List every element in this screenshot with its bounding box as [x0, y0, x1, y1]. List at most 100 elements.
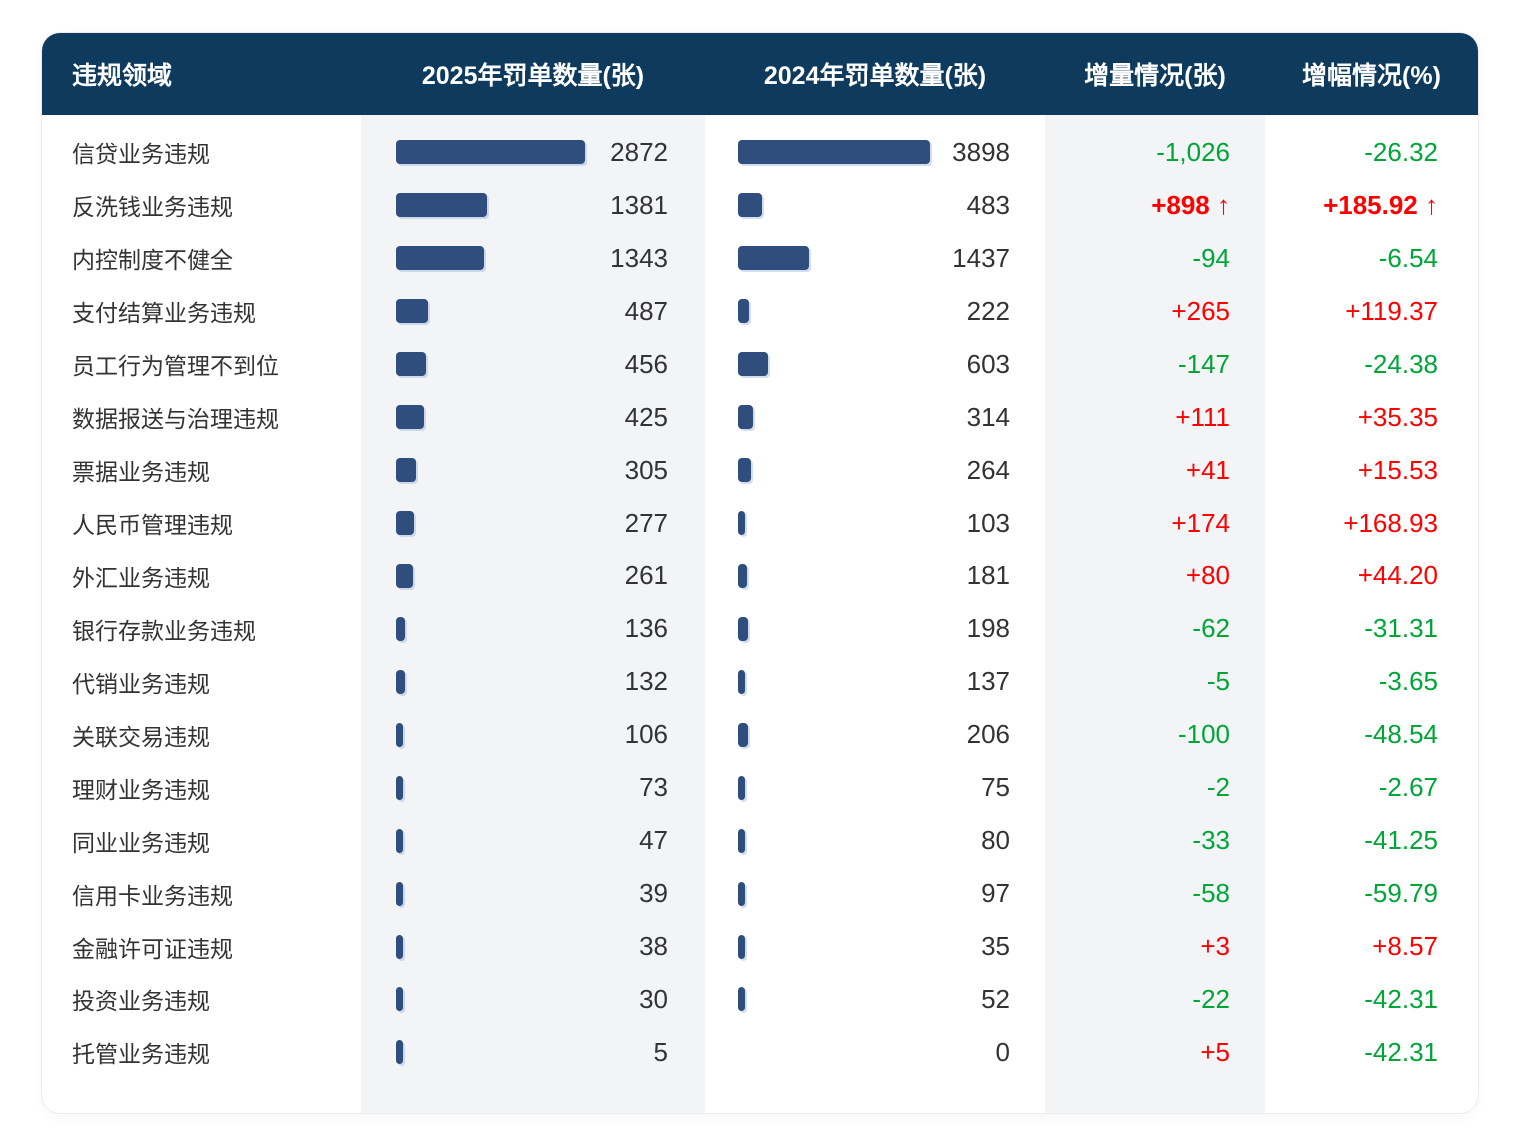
value-2024: 1437: [952, 242, 1010, 273]
pct-change-value: +168.93: [1343, 507, 1438, 538]
value-2025: 456: [624, 348, 668, 379]
value-2024: 314: [966, 401, 1010, 432]
table-row: 托管业务违规 5 0 +5 -42.31: [42, 1026, 1478, 1079]
table-body: 信贷业务违规 2872 3898 -1,026 -26.32 反洗钱业务违规 1…: [42, 115, 1478, 1113]
violation-area-label: 外汇业务违规: [72, 564, 210, 591]
value-2024: 264: [966, 454, 1010, 485]
cell-2024: 80: [705, 825, 1045, 856]
cell-2024: 181: [705, 560, 1045, 591]
violation-area-label: 数据报送与治理违规: [72, 406, 279, 433]
cell-2024: 1437: [705, 243, 1045, 274]
pct-change-value: -59.79: [1364, 878, 1438, 909]
header-pct-change: 增幅情况(%): [1302, 62, 1441, 90]
bar-2024: [738, 352, 768, 377]
header-2024-count: 2024年罚单数量(张): [763, 62, 987, 90]
bar-2025: [396, 352, 426, 377]
violation-area-label: 投资业务违规: [72, 988, 210, 1015]
bar-2024: [738, 299, 749, 324]
value-2024: 137: [966, 666, 1010, 697]
bar-2025: [396, 563, 414, 588]
value-2025: 5: [653, 1036, 668, 1067]
cell-2024: 3898: [705, 137, 1045, 168]
cell-2024: 97: [705, 878, 1045, 909]
table-row: 代销业务违规 132 137 -5 -3.65: [42, 655, 1478, 708]
cell-2025: 73: [361, 772, 705, 803]
table-row: 金融许可证违规 38 35 +3 +8.57: [42, 920, 1478, 973]
value-2025: 73: [639, 772, 668, 803]
cell-2025: 39: [361, 878, 705, 909]
bar-2025: [396, 193, 487, 218]
value-2025: 261: [624, 560, 668, 591]
delta-value: -58: [1192, 878, 1230, 909]
delta-value: -5: [1206, 666, 1230, 697]
violation-area-label: 托管业务违规: [72, 1041, 210, 1068]
pct-change-value: +8.57: [1372, 931, 1438, 962]
pct-change-value: +185.92 ↑: [1323, 189, 1438, 220]
value-2025: 136: [624, 613, 668, 644]
delta-value: +174: [1171, 507, 1230, 538]
table-row: 人民币管理违规 277 103 +174 +168.93: [42, 497, 1478, 550]
bar-2024: [738, 828, 745, 853]
table-row: 银行存款业务违规 136 198 -62 -31.31: [42, 602, 1478, 655]
header-delta: 增量情况(张): [1084, 62, 1226, 90]
header-violation-area: 违规领域: [72, 62, 173, 90]
pct-change-value: -41.25: [1364, 825, 1438, 856]
value-2025: 30: [639, 983, 668, 1014]
bar-2025: [396, 246, 485, 271]
bar-2024: [738, 722, 749, 747]
pct-change-value: +35.35: [1357, 401, 1438, 432]
table-row: 外汇业务违规 261 181 +80 +44.20: [42, 550, 1478, 603]
cell-2025: 456: [361, 349, 705, 380]
value-2025: 2872: [610, 136, 668, 167]
bar-2024: [738, 193, 762, 218]
bar-2025: [396, 616, 405, 641]
cell-2024: 483: [705, 190, 1045, 221]
pct-change-value: -26.32: [1364, 136, 1438, 167]
value-2025: 305: [624, 454, 668, 485]
bar-2024: [738, 934, 745, 959]
value-2025: 1381: [610, 189, 668, 220]
cell-2025: 487: [361, 296, 705, 327]
bar-2025: [396, 722, 403, 747]
value-2025: 487: [624, 295, 668, 326]
cell-2024: 603: [705, 349, 1045, 380]
table-row: 数据报送与治理违规 425 314 +111 +35.35: [42, 391, 1478, 444]
bar-2024: [738, 140, 930, 165]
delta-value: +3: [1200, 931, 1230, 962]
header-2025-count: 2025年罚单数量(张): [421, 62, 645, 90]
bar-2024: [738, 987, 745, 1012]
cell-2024: 137: [705, 666, 1045, 697]
cell-2024: 222: [705, 296, 1045, 327]
cell-2024: 0: [705, 1037, 1045, 1068]
pct-change-value: -6.54: [1378, 242, 1438, 273]
cell-2025: 47: [361, 825, 705, 856]
value-2024: 3898: [952, 136, 1010, 167]
violation-area-label: 支付结算业务违规: [72, 300, 256, 327]
violation-area-label: 信贷业务违规: [72, 141, 210, 168]
pct-change-value: -3.65: [1378, 666, 1438, 697]
column-band-delta: [1045, 115, 1265, 1113]
cell-2025: 277: [361, 508, 705, 539]
table-row: 反洗钱业务违规 1381 483 +898 ↑ +185.92 ↑: [42, 179, 1478, 232]
table-row: 支付结算业务违规 487 222 +265 +119.37: [42, 285, 1478, 338]
value-2024: 75: [981, 772, 1010, 803]
value-2024: 103: [966, 507, 1010, 538]
cell-2025: 38: [361, 931, 705, 962]
violation-area-label: 同业业务违规: [72, 829, 210, 856]
delta-value: +111: [1175, 401, 1230, 432]
value-2024: 35: [981, 931, 1010, 962]
table-rows: 信贷业务违规 2872 3898 -1,026 -26.32 反洗钱业务违规 1…: [42, 115, 1478, 1079]
violation-area-label: 理财业务违规: [72, 776, 210, 803]
value-2025: 425: [624, 401, 668, 432]
bar-2025: [396, 511, 415, 536]
value-2024: 0: [995, 1036, 1010, 1067]
value-2024: 603: [966, 348, 1010, 379]
cell-2025: 305: [361, 455, 705, 486]
table-row: 内控制度不健全 1343 1437 -94 -6.54: [42, 232, 1478, 285]
cell-2025: 30: [361, 984, 705, 1015]
delta-value: -62: [1192, 613, 1230, 644]
delta-value: -1,026: [1156, 136, 1230, 167]
table-row: 关联交易违规 106 206 -100 -48.54: [42, 708, 1478, 761]
table-header-row: 违规领域 2025年罚单数量(张) 2024年罚单数量(张) 增量情况(张) 增…: [42, 33, 1478, 115]
value-2025: 47: [639, 825, 668, 856]
